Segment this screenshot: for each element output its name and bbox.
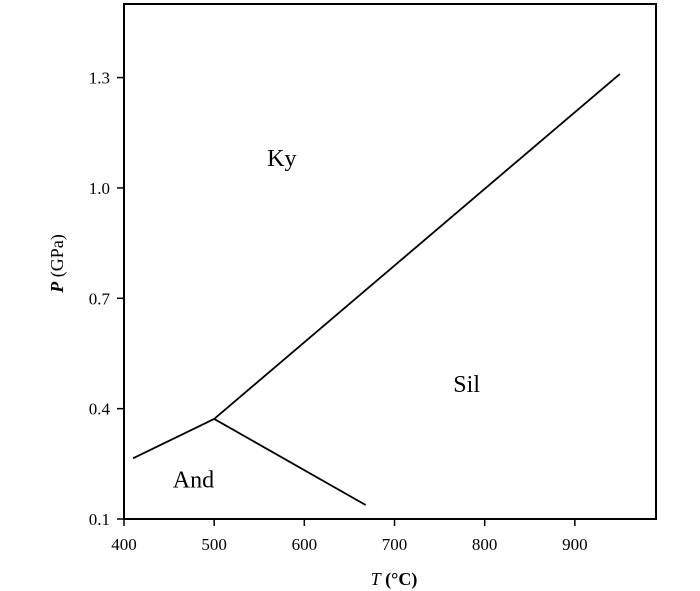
and-ky-boundary (132, 418, 215, 460)
y-tick-label: 0.1 (89, 510, 110, 529)
x-tick-label: 500 (201, 535, 227, 554)
and-sil-boundary (213, 418, 367, 506)
y-tick-label: 1.0 (89, 179, 110, 198)
x-tick-label: 700 (382, 535, 408, 554)
y-axis-title: P (GPa) (47, 234, 68, 294)
x-axis-title-unit: (°C) (381, 569, 418, 590)
y-axis-title-unit: (GPa) (47, 234, 68, 282)
labels-layer: Ky Sil And (173, 146, 481, 494)
ticks-layer: 400 500 600 700 800 900 0.1 0.4 0.7 1.0 1.3 (89, 69, 588, 554)
lines-layer (132, 73, 621, 506)
x-tick-label: 400 (111, 535, 137, 554)
region-label-ky: Ky (267, 146, 296, 172)
y-tick-label: 0.7 (89, 289, 111, 308)
region-label-and: And (173, 468, 214, 494)
ky-sil-boundary (213, 73, 621, 420)
x-tick-label: 600 (292, 535, 318, 554)
plot-frame (123, 3, 657, 520)
y-tick-label: 1.3 (89, 69, 110, 88)
x-axis-title-symbol: T (371, 569, 383, 589)
region-label-sil: Sil (453, 372, 480, 398)
x-axis-title: T (°C) (371, 569, 418, 590)
x-tick-label: 800 (472, 535, 498, 554)
y-tick-label: 0.4 (89, 400, 111, 419)
x-tick-label: 900 (562, 535, 588, 554)
y-axis-title-symbol: P (47, 281, 67, 294)
